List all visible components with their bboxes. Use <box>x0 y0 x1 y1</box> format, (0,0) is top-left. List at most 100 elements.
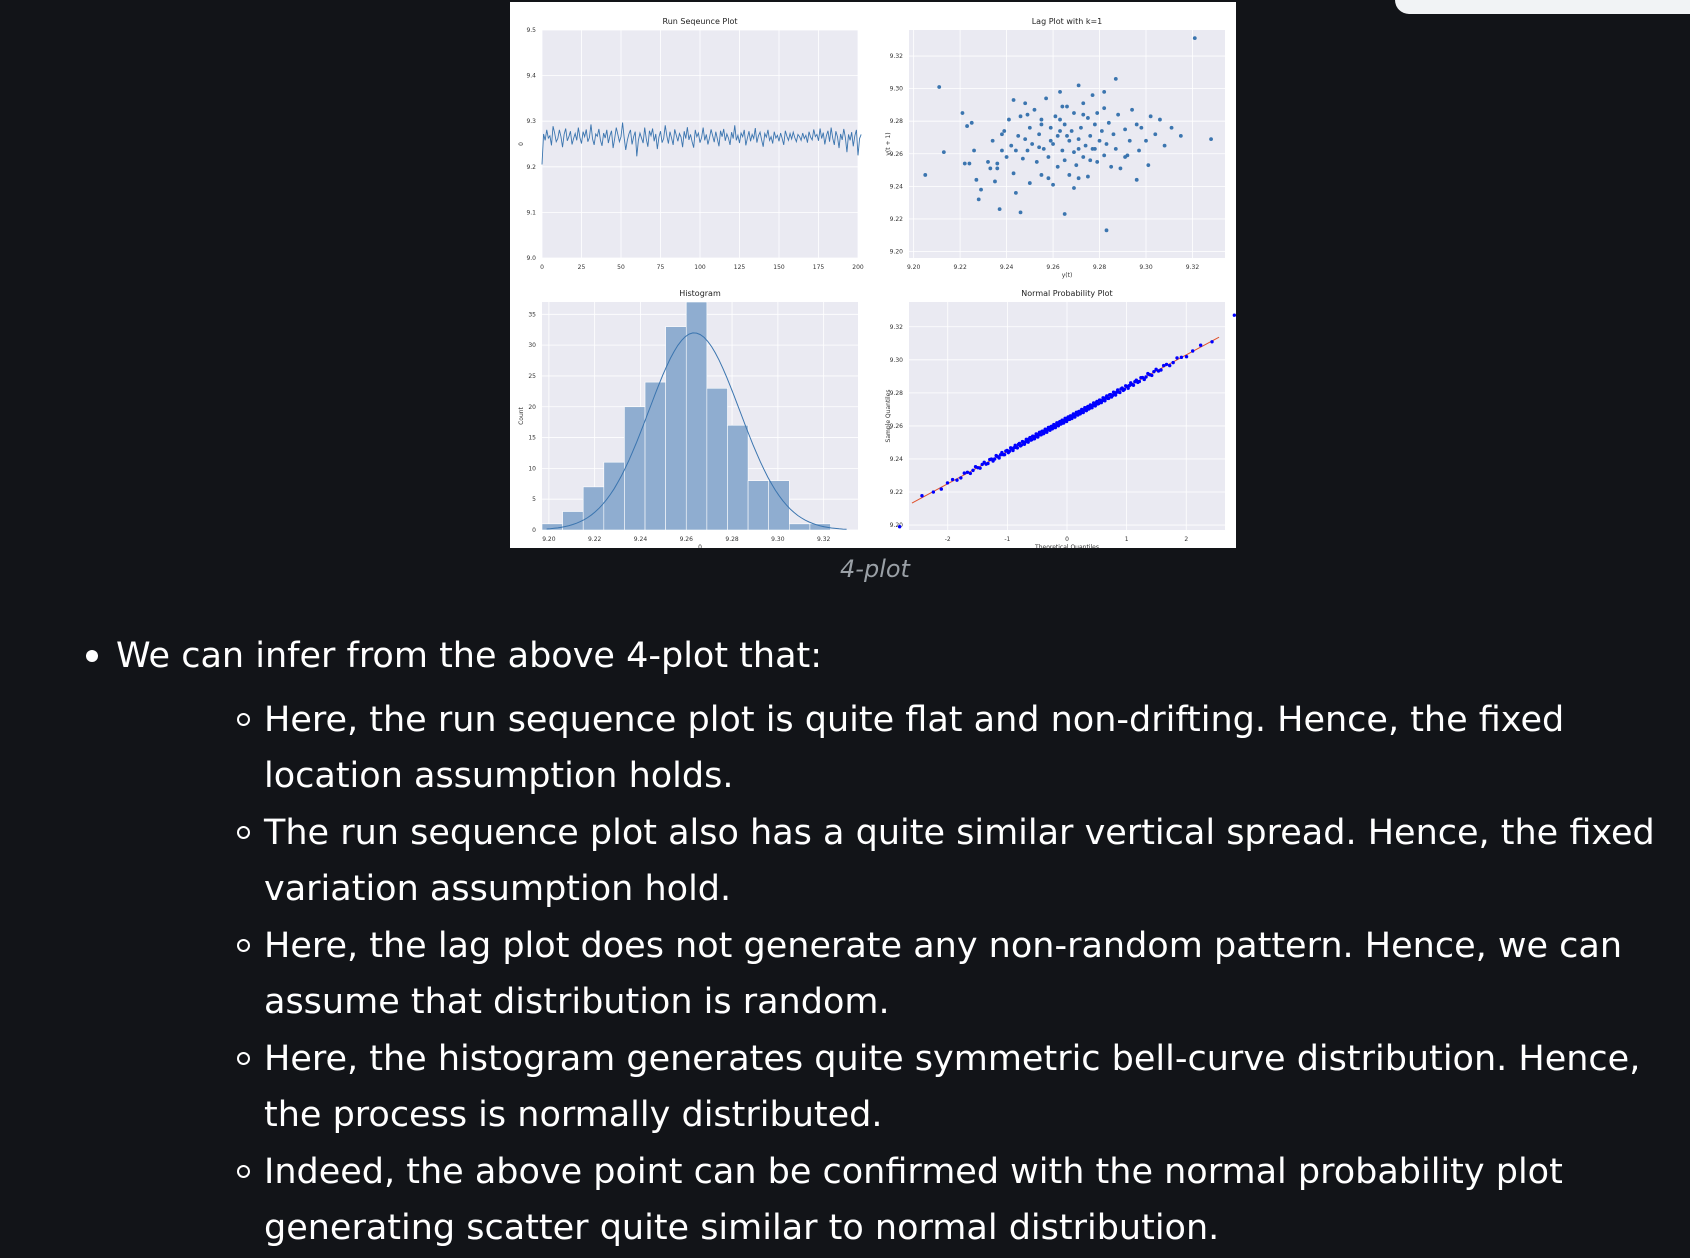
lag-point <box>1144 138 1148 143</box>
lag-point <box>1065 104 1069 109</box>
lag-point <box>1097 138 1102 143</box>
lag-point <box>1041 146 1046 151</box>
qq-point <box>971 468 975 473</box>
lag-point <box>1123 127 1127 132</box>
lag-point <box>1102 153 1107 158</box>
lag-point <box>941 150 946 155</box>
qq-point <box>986 461 990 466</box>
y-tick-label: 9.0 <box>526 255 536 262</box>
y-tick-label: 30 <box>528 342 536 349</box>
lag-point <box>1062 158 1067 163</box>
qq-point <box>1118 390 1122 395</box>
lag-point <box>1076 83 1081 88</box>
lag-point <box>1067 138 1072 143</box>
lag-point <box>1011 171 1016 176</box>
hist-bar <box>665 326 687 531</box>
lag-point <box>1009 143 1014 148</box>
series-line <box>541 122 862 165</box>
lag-point <box>1020 156 1025 161</box>
lag-point <box>1209 137 1213 142</box>
x-axis-label: 0 <box>698 544 702 548</box>
x-tick-label: 9.26 <box>1046 264 1060 271</box>
hist-bar <box>747 480 769 531</box>
qq-point <box>1122 387 1127 391</box>
y-tick-label: 15 <box>528 435 536 442</box>
qq-point <box>959 476 963 480</box>
x-tick-label: 0 <box>1065 536 1069 543</box>
y-tick-label: 9.20 <box>890 522 904 529</box>
lag-point <box>1192 36 1197 41</box>
x-tick-label: 0 <box>540 264 544 271</box>
y-tick-label: 9.26 <box>890 151 904 158</box>
qq-point <box>1232 313 1236 317</box>
x-tick-label: 9.26 <box>680 536 694 543</box>
x-tick-label: 25 <box>578 264 586 271</box>
qq-point <box>1161 363 1166 368</box>
qq-point <box>1167 363 1172 368</box>
x-tick-label: 200 <box>852 264 864 271</box>
lag-point <box>1081 112 1086 117</box>
qq-point <box>1198 343 1203 347</box>
x-axis-label: Theoretical Quantiles <box>1034 544 1099 548</box>
lag-point <box>923 173 928 177</box>
lag-point <box>1109 164 1114 169</box>
qq-point <box>1113 393 1118 397</box>
plot-title: Lag Plot with k=1 <box>1032 17 1103 26</box>
circle-bullet-icon <box>237 1165 250 1178</box>
x-tick-label: 9.22 <box>588 536 602 543</box>
lag-point <box>997 207 1002 212</box>
lag-point <box>1000 132 1004 137</box>
lag-point <box>1095 111 1100 115</box>
lag-point <box>1116 112 1121 117</box>
lag-point <box>1030 142 1035 146</box>
x-tick-label: 9.28 <box>1093 264 1107 271</box>
lag-point <box>1146 163 1151 168</box>
point-text: Here, the histogram generates quite symm… <box>264 1039 1641 1135</box>
lag-point <box>962 161 967 166</box>
lag-point <box>995 161 1000 166</box>
lag-point <box>1000 148 1004 153</box>
circle-bullet-icon <box>237 713 250 726</box>
qq-point <box>1142 377 1146 382</box>
hist-bar <box>768 480 790 531</box>
lag-point <box>1081 101 1086 106</box>
qq-point <box>955 478 959 482</box>
qq-point <box>978 466 982 470</box>
lag-point <box>1088 133 1093 138</box>
lag-point <box>976 197 981 202</box>
qq-point <box>992 457 997 461</box>
lag-point <box>1111 132 1116 137</box>
circle-bullet-icon <box>237 939 250 952</box>
lag-point <box>1027 181 1032 185</box>
y-axis-label: y(t + 1) <box>885 132 892 155</box>
x-tick-label: 9.20 <box>907 264 921 271</box>
qq-point <box>1210 340 1214 344</box>
hist-bar <box>644 381 666 531</box>
x-tick-label: 75 <box>657 264 665 271</box>
sub-list: Here, the run sequence plot is quite fla… <box>116 692 1676 1256</box>
lag-point <box>1007 117 1011 122</box>
y-tick-label: 25 <box>528 373 536 380</box>
plot-title: Normal Probability Plot <box>1021 289 1112 298</box>
lag-point <box>1065 133 1069 138</box>
qq-point <box>962 471 967 475</box>
y-tick-label: 9.24 <box>890 183 904 190</box>
y-tick-label: 9.30 <box>890 86 904 93</box>
lag-point <box>1102 89 1107 94</box>
lag-point <box>974 177 979 182</box>
qq-point <box>968 471 973 476</box>
lag-point <box>1016 133 1021 138</box>
list-item: Here, the run sequence plot is quite fla… <box>116 692 1676 804</box>
lag-point <box>1055 133 1060 138</box>
plot-title: Histogram <box>679 289 721 298</box>
qq-point <box>897 524 902 529</box>
qq-point <box>1106 396 1111 401</box>
lag-point <box>1169 125 1174 130</box>
lag-point <box>1069 129 1074 133</box>
lag-point <box>1011 98 1016 102</box>
lag-point <box>1079 125 1083 130</box>
hist-bar <box>809 523 831 531</box>
lag-point <box>965 124 969 128</box>
hist-bar <box>582 486 605 531</box>
